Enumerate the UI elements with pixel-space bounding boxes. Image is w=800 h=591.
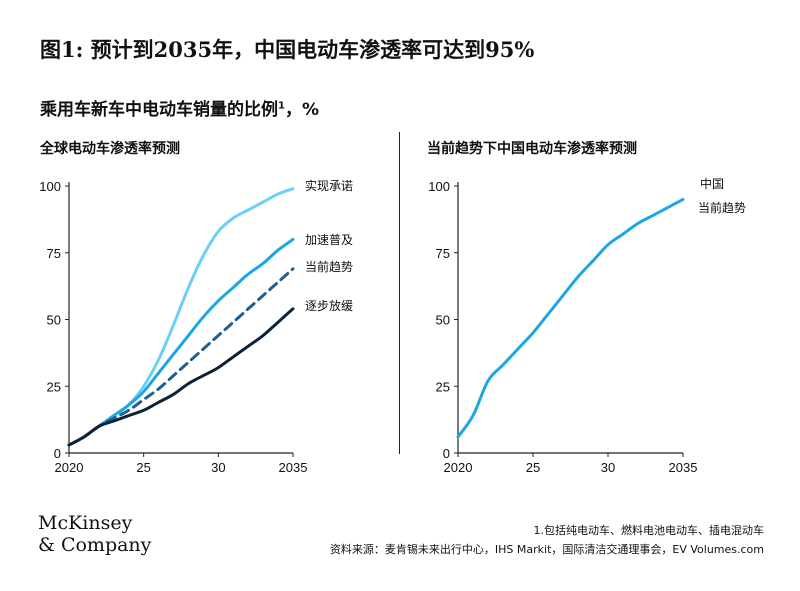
global-x-tick-label: 30 bbox=[211, 460, 225, 475]
subtitle-footnote-mark: 1 bbox=[278, 100, 285, 112]
china-x-tick-label: 25 bbox=[526, 460, 540, 475]
china-series-label-1: 中国 bbox=[700, 176, 724, 191]
china-y-tick-label: 0 bbox=[443, 446, 450, 461]
china-y-tick-label: 75 bbox=[436, 246, 450, 261]
china-x-tick-label: 2035 bbox=[669, 460, 698, 475]
global-y-tick-label: 0 bbox=[54, 446, 61, 461]
china-y-tick-label: 25 bbox=[436, 379, 450, 394]
china-x-tick-label: 30 bbox=[601, 460, 615, 475]
global-series-line-4 bbox=[67, 307, 295, 447]
source-note: 资料来源：麦肯锡未来出行中心，IHS Markit，国际清洁交通理事会，EV V… bbox=[329, 543, 764, 556]
global-series-line-1 bbox=[67, 187, 295, 447]
global-y-tick-label: 100 bbox=[39, 179, 61, 194]
global-series-label-4: 逐步放缓 bbox=[305, 298, 353, 313]
global-x-tick-label: 2020 bbox=[55, 460, 84, 475]
global-series-line-2 bbox=[67, 237, 295, 447]
chart-subtitle: 乘用车新车中电动车销量的比例1，% bbox=[40, 95, 319, 120]
global-series-label-3: 当前趋势 bbox=[305, 259, 353, 274]
subtitle-text: 乘用车新车中电动车销量的比例 bbox=[40, 100, 278, 120]
global-series-line-3 bbox=[67, 267, 295, 447]
china-series-label-2: 当前趋势 bbox=[698, 200, 746, 215]
mckinsey-logo: McKinsey & Company bbox=[38, 512, 151, 556]
china-y-tick-label: 100 bbox=[428, 179, 450, 194]
panel-divider bbox=[399, 132, 400, 454]
left-panel-title: 全球电动车渗透率预测 bbox=[40, 141, 180, 157]
footnote: 1.包括纯电动车、燃料电池电动车、插电混动车 bbox=[533, 524, 765, 537]
china-series-line-1 bbox=[456, 197, 685, 439]
global-series-label-2: 加速普及 bbox=[305, 233, 353, 247]
page-title: 图1: 预计到2035年，中国电动车渗透率可达到95% bbox=[40, 37, 535, 62]
global-series-label-1: 实现承诺 bbox=[305, 178, 353, 193]
global-y-tick-label: 25 bbox=[47, 379, 61, 394]
logo-line2: & Company bbox=[38, 534, 152, 556]
global-x-tick-label: 2035 bbox=[279, 460, 308, 475]
subtitle-unit: ，% bbox=[284, 100, 320, 120]
logo-line1: McKinsey bbox=[38, 512, 133, 534]
global-y-tick-label: 75 bbox=[47, 246, 61, 261]
global-y-tick-label: 50 bbox=[47, 313, 61, 328]
right-panel-title: 当前趋势下中国电动车渗透率预测 bbox=[427, 141, 637, 157]
china-x-tick-label: 2020 bbox=[444, 460, 473, 475]
china-y-tick-label: 50 bbox=[436, 313, 450, 328]
global-x-tick-label: 25 bbox=[136, 460, 150, 475]
